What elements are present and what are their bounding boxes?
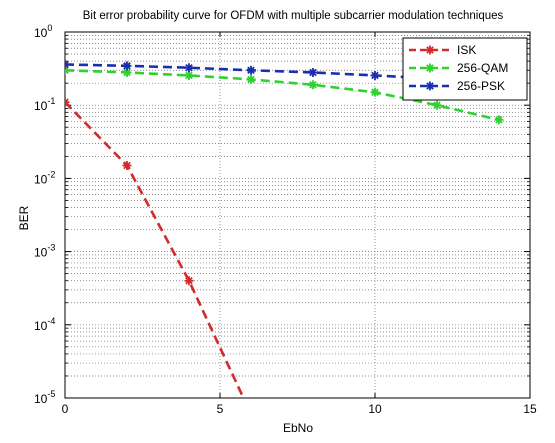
x-tick-label: 0 <box>62 402 69 416</box>
data-point-ISK <box>184 276 194 286</box>
data-point-256-PSK <box>308 67 318 77</box>
data-point-256-QAM <box>494 115 504 125</box>
legend-label: 256-PSK <box>457 79 505 93</box>
data-point-256-QAM <box>246 74 256 84</box>
legend-marker <box>425 63 435 73</box>
series-line-ISK <box>65 101 245 398</box>
series-line-256-QAM <box>65 68 500 122</box>
y-tick-label: 10-4 <box>34 316 55 333</box>
data-point-256-PSK <box>184 63 194 73</box>
data-point-256-PSK <box>246 65 256 75</box>
data-point-256-PSK <box>370 70 380 80</box>
y-tick-label: 10-3 <box>34 243 55 260</box>
data-point-256-QAM <box>122 67 132 77</box>
data-point-256-QAM <box>308 80 318 90</box>
x-axis-label: EbNo <box>283 421 313 435</box>
plot-frame <box>64 31 531 399</box>
y-tick-label: 10-1 <box>34 96 55 113</box>
legend-label: ISK <box>457 43 476 57</box>
y-axis-label: BER <box>17 205 31 230</box>
y-tick-label: 10-5 <box>34 389 55 406</box>
x-tick-label: 10 <box>368 402 382 416</box>
legend-marker <box>425 81 435 91</box>
data-point-256-PSK <box>122 61 132 71</box>
data-point-256-QAM <box>432 100 442 110</box>
legend-label: 256-QAM <box>457 61 508 75</box>
grid <box>65 32 530 398</box>
y-tick-label: 10-2 <box>34 169 55 186</box>
data-point-256-QAM <box>184 70 194 80</box>
legend-marker <box>425 45 435 55</box>
x-tick-label: 5 <box>217 402 224 416</box>
data-point-256-QAM <box>370 87 380 97</box>
chart-title: Bit error probability curve for OFDM wit… <box>83 10 504 22</box>
data-point-ISK <box>122 161 132 171</box>
series-group <box>65 59 504 398</box>
x-tick-label: 15 <box>523 402 537 416</box>
y-tick-label: 100 <box>34 23 52 40</box>
legend: ISK 256-QAM 256-PSK <box>402 37 528 101</box>
series-line-256-PSK <box>65 63 500 85</box>
